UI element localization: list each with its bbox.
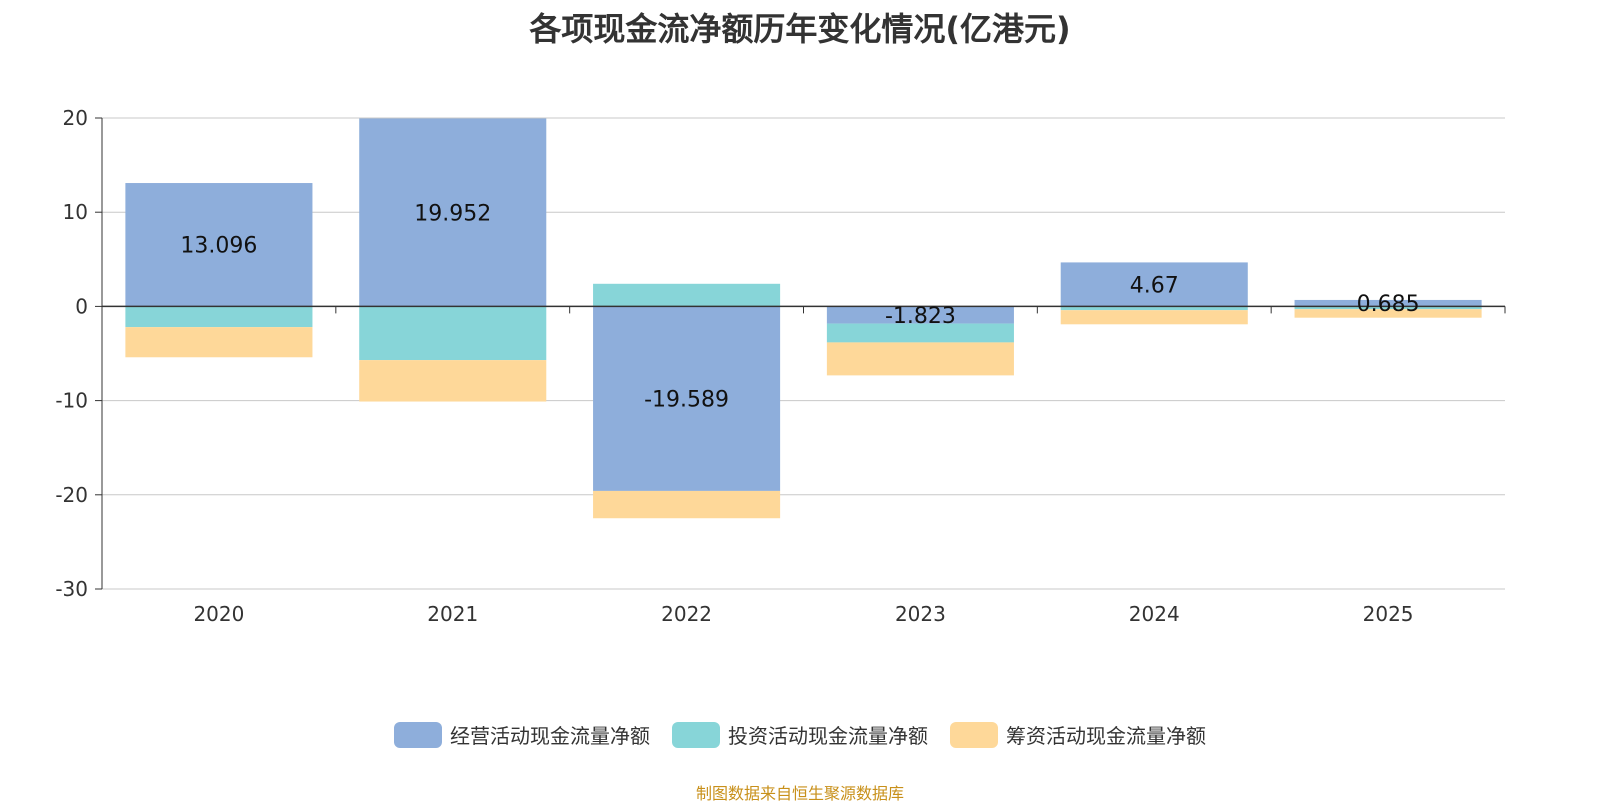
data-label: 19.952	[414, 201, 491, 226]
x-tick-label: 2025	[1363, 602, 1414, 626]
bar-0-2020	[125, 183, 313, 307]
chart-title: 各项现金流净额历年变化情况(亿港元)	[529, 10, 1071, 48]
bar-2-2022	[593, 490, 781, 519]
legend-swatch	[950, 721, 998, 748]
y-tick-label: -10	[55, 389, 88, 413]
data-label: 13.096	[180, 234, 257, 259]
bar-2-2025	[1294, 309, 1482, 318]
bar-1-2021	[359, 306, 547, 361]
legend-swatch	[394, 721, 442, 748]
legend-label: 筹资活动现金流量净额	[1006, 724, 1206, 748]
x-tick-label: 2024	[1129, 602, 1180, 626]
bar-2-2024	[1060, 310, 1248, 325]
bar-1-2025	[1294, 306, 1482, 310]
data-label: 4.67	[1130, 273, 1179, 298]
legend-label: 经营活动现金流量净额	[450, 724, 650, 748]
x-tick-label: 2020	[193, 602, 244, 626]
y-tick-label: 10	[63, 200, 88, 224]
bar-0-2021	[359, 118, 547, 307]
y-tick-label: 20	[63, 106, 88, 130]
x-tick-label: 2021	[427, 602, 478, 626]
data-label: -19.589	[644, 388, 729, 413]
data-label: -1.823	[885, 304, 956, 329]
bar-1-2024	[1060, 306, 1248, 311]
bar-0-2024	[1060, 262, 1248, 307]
bar-0-2023	[826, 306, 1014, 324]
legend-label: 投资活动现金流量净额	[728, 724, 928, 748]
source-note: 制图数据来自恒生聚源数据库	[695, 784, 904, 803]
bar-1-2022	[593, 283, 781, 307]
bar-2-2023	[826, 342, 1014, 376]
legend-item-financing[interactable]: 筹资活动现金流量净额	[950, 720, 1206, 749]
legend-swatch	[672, 721, 720, 748]
y-tick-label: -30	[55, 577, 88, 601]
data-label: 0.685	[1357, 292, 1420, 317]
bar-0-2025	[1294, 299, 1482, 307]
bar-1-2023	[826, 323, 1014, 343]
y-tick-label: 0	[75, 294, 88, 318]
bar-0-2022	[593, 306, 781, 491]
bar-1-2020	[125, 306, 313, 328]
y-tick-label: -20	[55, 483, 88, 507]
x-tick-label: 2023	[895, 602, 946, 626]
bar-2-2021	[359, 360, 547, 402]
bar-2-2020	[125, 327, 313, 358]
x-tick-label: 2022	[661, 602, 712, 626]
legend-item-investing[interactable]: 投资活动现金流量净额	[672, 720, 928, 749]
legend-item-operating[interactable]: 经营活动现金流量净额	[394, 720, 650, 749]
legend: 经营活动现金流量净额 投资活动现金流量净额 筹资活动现金流量净额	[0, 720, 1600, 749]
